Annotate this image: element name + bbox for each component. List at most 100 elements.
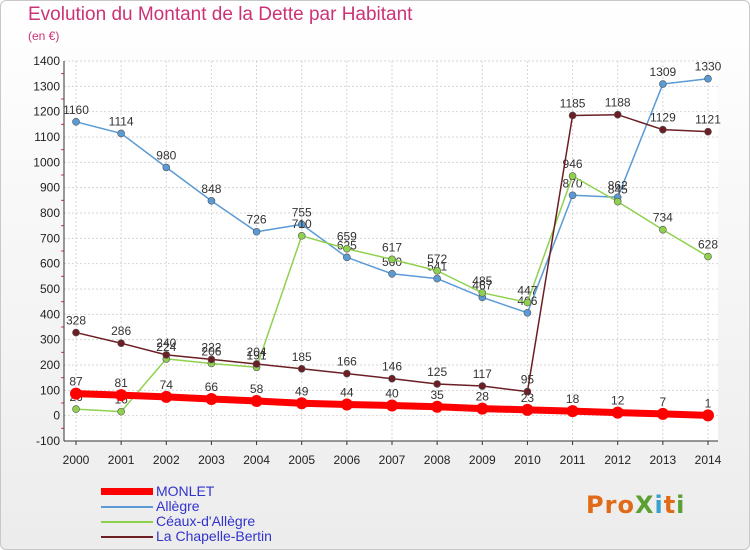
- data-point-monlet: [702, 409, 714, 422]
- data-point-la-chapelle-bertin: [523, 387, 532, 396]
- data-label-monlet: 35: [430, 388, 444, 402]
- x-tick-label: 2013: [650, 453, 677, 467]
- data-point-allegre: [523, 309, 532, 317]
- x-tick-label: 2009: [469, 453, 496, 467]
- data-point-allegre: [207, 197, 216, 205]
- data-label-allegre: 1160: [63, 103, 89, 117]
- y-tick-label: 1400: [33, 54, 60, 68]
- data-point-la-chapelle-bertin: [207, 355, 216, 364]
- x-tick-label: 2000: [63, 453, 90, 467]
- data-label-la-chapelle-bertin: 117: [473, 367, 492, 381]
- data-label-la-chapelle-bertin: 1185: [560, 96, 586, 110]
- data-point-ceaux-d-allegre: [297, 232, 306, 240]
- legend-swatch: [101, 536, 153, 538]
- data-point-ceaux-d-allegre: [568, 172, 577, 180]
- data-point-la-chapelle-bertin: [162, 351, 171, 359]
- data-label-allegre: 467: [472, 278, 492, 292]
- y-tick-label: 500: [40, 282, 60, 296]
- data-label-monlet: 12: [611, 394, 625, 408]
- data-point-ceaux-d-allegre: [704, 252, 712, 261]
- data-point-monlet: [431, 400, 444, 413]
- y-tick-label: 900: [40, 181, 60, 195]
- x-tick-label: 2004: [243, 453, 270, 467]
- chart-unit-label: (en €): [28, 29, 60, 43]
- data-label-monlet: 40: [385, 387, 399, 401]
- legend-swatch: [101, 521, 153, 523]
- data-point-allegre: [659, 80, 667, 88]
- data-point-allegre: [162, 163, 171, 172]
- data-label-monlet: 28: [476, 390, 490, 404]
- data-label-ceaux-d-allegre: 628: [698, 238, 718, 252]
- y-tick-label: 1000: [33, 155, 60, 169]
- data-point-monlet: [476, 402, 489, 415]
- data-point-la-chapelle-bertin: [704, 127, 712, 136]
- data-label-la-chapelle-bertin: 1129: [650, 111, 676, 125]
- data-point-la-chapelle-bertin: [613, 110, 622, 119]
- data-point-monlet: [386, 399, 398, 412]
- data-point-la-chapelle-bertin: [659, 125, 667, 134]
- data-label-ceaux-d-allegre: 485: [472, 274, 492, 288]
- data-label-ceaux-d-allegre: 206: [201, 344, 221, 358]
- data-label-allegre: 1330: [695, 60, 722, 74]
- data-point-allegre: [343, 253, 351, 262]
- data-label-ceaux-d-allegre: 617: [382, 240, 402, 254]
- x-tick-label: 2002: [153, 453, 180, 467]
- data-label-la-chapelle-bertin: 1188: [605, 96, 631, 110]
- x-tick-label: 2005: [288, 453, 315, 467]
- data-point-allegre: [433, 274, 441, 283]
- data-label-allegre: 1309: [650, 65, 677, 79]
- y-tick-label: 0: [53, 409, 60, 423]
- legend-swatch: [101, 488, 153, 495]
- proxiti-logo: ProXiti: [586, 491, 686, 519]
- data-point-la-chapelle-bertin: [568, 111, 577, 120]
- data-label-ceaux-d-allegre: 224: [156, 340, 176, 354]
- data-point-ceaux-d-allegre: [613, 197, 622, 206]
- y-tick-label: 300: [40, 333, 60, 347]
- data-point-monlet: [205, 392, 218, 405]
- y-tick-label: 400: [40, 307, 60, 321]
- data-label-la-chapelle-bertin: 328: [66, 314, 86, 328]
- data-label-allegre: 726: [247, 213, 267, 227]
- data-point-allegre: [704, 74, 712, 83]
- x-tick-label: 2011: [560, 453, 586, 467]
- data-point-allegre: [297, 220, 306, 229]
- data-point-la-chapelle-bertin: [433, 380, 441, 388]
- data-point-ceaux-d-allegre: [433, 266, 441, 275]
- data-point-la-chapelle-bertin: [388, 374, 396, 383]
- data-label-monlet: 74: [160, 378, 174, 392]
- data-point-la-chapelle-bertin: [252, 360, 261, 368]
- data-point-ceaux-d-allegre: [388, 255, 396, 264]
- data-point-la-chapelle-bertin: [478, 382, 487, 390]
- data-label-la-chapelle-bertin: 125: [427, 365, 447, 379]
- data-label-monlet: 7: [660, 395, 667, 409]
- y-tick-label: 200: [40, 358, 60, 372]
- data-point-monlet: [656, 407, 669, 420]
- data-label-la-chapelle-bertin: 185: [292, 350, 312, 364]
- data-label-monlet: 81: [114, 376, 128, 390]
- data-label-allegre: 862: [608, 178, 628, 192]
- x-tick-label: 2006: [334, 453, 361, 467]
- y-tick-label: 1200: [33, 105, 60, 119]
- data-point-la-chapelle-bertin: [72, 328, 80, 337]
- data-point-la-chapelle-bertin: [297, 364, 306, 373]
- data-point-monlet: [250, 394, 263, 407]
- data-label-ceaux-d-allegre: 845: [608, 183, 628, 197]
- data-label-monlet: 1: [705, 396, 712, 410]
- data-label-ceaux-d-allegre: 659: [337, 230, 357, 244]
- legend-label: Allègre: [156, 498, 200, 514]
- data-label-ceaux-d-allegre: 191: [247, 348, 267, 362]
- x-tick-label: 2012: [604, 453, 631, 467]
- data-label-monlet: 18: [566, 392, 580, 406]
- data-point-monlet: [521, 403, 534, 416]
- data-label-ceaux-d-allegre: 447: [517, 283, 537, 297]
- x-tick-label: 2007: [379, 453, 406, 467]
- data-label-la-chapelle-bertin: 95: [521, 373, 535, 387]
- legend-label: La Chapelle-Bertin: [156, 528, 272, 544]
- y-tick-label: 700: [40, 231, 60, 245]
- data-point-allegre: [568, 191, 577, 200]
- data-label-ceaux-d-allegre: 946: [563, 157, 583, 171]
- data-label-monlet: 87: [69, 375, 83, 389]
- chart-title: Evolution du Montant de la Dette par Hab…: [28, 4, 413, 25]
- x-tick-label: 2003: [198, 453, 225, 467]
- legend-label: MONLET: [156, 483, 215, 499]
